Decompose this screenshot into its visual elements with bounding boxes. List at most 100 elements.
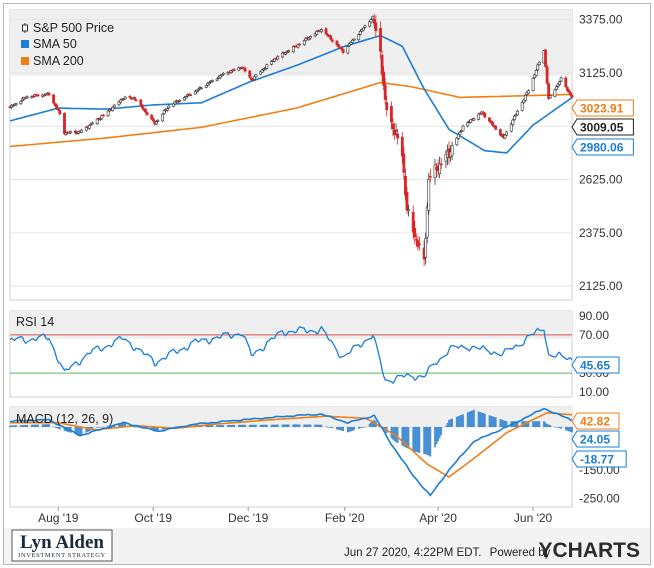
candle: [144, 107, 147, 114]
candle: [369, 18, 373, 24]
macd-histogram-bar: [24, 425, 27, 427]
candle: [53, 102, 57, 108]
macd-histogram-bar: [502, 420, 505, 427]
macd-histogram-bar: [555, 427, 558, 428]
macd-histogram-bar: [15, 425, 18, 427]
macd-histogram-bar: [480, 412, 483, 427]
rsi-last-label-text: 45.65: [580, 359, 610, 373]
candle: [556, 82, 560, 88]
macd-histogram-bar: [48, 424, 50, 427]
macd-histogram-bar: [85, 427, 88, 433]
macd-histogram-bar: [449, 419, 452, 427]
candle: [405, 186, 409, 215]
macd-histogram-bar: [435, 427, 438, 445]
macd-histogram-bar: [153, 427, 156, 431]
macd-histogram-bar: [536, 421, 539, 427]
candle: [371, 15, 375, 20]
candle: [254, 73, 258, 79]
macd-histogram-bar: [253, 424, 256, 427]
candle: [89, 122, 93, 126]
candle: [520, 100, 524, 112]
legend-sma200-label: SMA 200: [33, 54, 84, 68]
macd-signal-last-label: 42.82: [571, 412, 620, 430]
macd-histogram-bar: [350, 427, 352, 432]
macd-histogram-bar: [479, 412, 482, 427]
candle: [200, 86, 203, 90]
candle: [172, 102, 175, 108]
candle: [427, 172, 431, 215]
macd-histogram-bar: [118, 423, 120, 427]
sma50-last-label: 2980.06: [571, 138, 634, 156]
candle: [189, 93, 192, 97]
candle: [218, 74, 222, 80]
macd-histogram-bar: [264, 424, 267, 427]
candle: [182, 95, 186, 101]
macd-histogram-bar: [359, 427, 362, 429]
price-y-tick-label: 2375.00: [579, 226, 623, 240]
candle: [206, 81, 210, 87]
candle: [374, 15, 378, 38]
macd-histogram-bar: [12, 425, 15, 427]
macd-histogram-bar: [19, 425, 22, 427]
candle: [558, 80, 561, 87]
candle: [140, 104, 144, 110]
candle: [42, 93, 46, 97]
macd-histogram-bar: [329, 427, 332, 428]
macd-histogram-bar: [155, 427, 158, 431]
macd-signal-last-label-text: 42.82: [580, 415, 610, 429]
candle: [544, 48, 547, 68]
candle: [84, 125, 88, 132]
macd-histogram-bar: [564, 427, 567, 431]
legend-sma200-swatch: [21, 57, 29, 65]
candle: [512, 114, 516, 122]
macd-histogram-bar: [233, 424, 236, 427]
candle: [458, 130, 462, 136]
rsi-title: RSI 14: [16, 315, 54, 329]
macd-histogram-bar: [135, 427, 137, 428]
candle: [287, 49, 291, 53]
candle: [346, 45, 350, 55]
candle: [400, 131, 404, 164]
macd-histogram-bar: [416, 427, 419, 453]
macd-histogram-bar: [79, 427, 81, 436]
candle: [313, 32, 317, 38]
candle: [309, 35, 312, 40]
macd-histogram-bar: [494, 417, 497, 427]
candle: [47, 91, 51, 97]
candle: [315, 30, 319, 36]
candle: [100, 114, 104, 120]
macd-histogram-bar: [102, 426, 105, 428]
macd-histogram-bar: [362, 427, 365, 428]
macd-histogram-bar: [427, 427, 430, 456]
candle: [176, 100, 180, 103]
sma200-line: [9, 81, 572, 148]
candle: [553, 88, 557, 98]
macd-histogram-bar: [55, 427, 58, 429]
candle: [450, 141, 454, 161]
macd-histogram-bar: [493, 416, 496, 427]
macd-histogram-bar: [52, 426, 55, 428]
x-tick-label: Feb '20: [325, 511, 365, 525]
macd-histogram-bar: [451, 418, 454, 427]
candle: [565, 86, 569, 92]
macd-histogram-bar: [445, 425, 447, 427]
candle: [428, 168, 432, 183]
rsi-y-tick-label: 10.00: [579, 385, 609, 399]
macd-histogram-bar: [9, 425, 11, 427]
macd-histogram-bar: [35, 424, 38, 427]
candle: [128, 94, 132, 99]
x-tick-label: Apr '20: [419, 511, 457, 525]
candle: [319, 28, 323, 34]
macd-histogram-bar: [244, 424, 246, 427]
macd-histogram-bar: [74, 427, 77, 435]
legend-sma50-label: SMA 50: [33, 37, 77, 51]
macd-histogram-bar: [122, 422, 125, 427]
macd-histogram-bar: [413, 427, 416, 452]
ycharts-brand: YCHARTS: [538, 539, 640, 562]
candle: [161, 113, 164, 122]
candle: [102, 113, 105, 117]
candle: [304, 37, 308, 42]
candle: [330, 38, 334, 43]
candle: [232, 67, 236, 72]
